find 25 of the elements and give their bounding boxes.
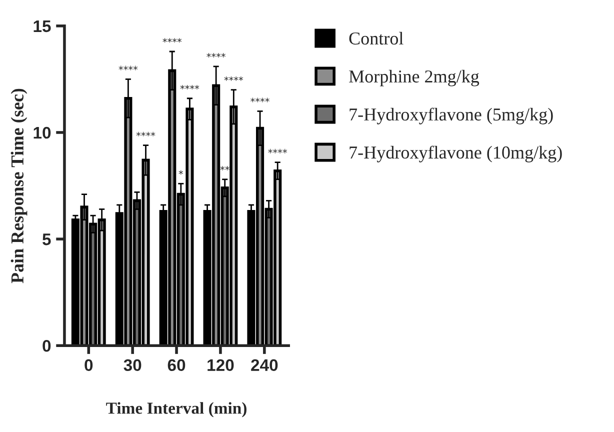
x-axis-title: Time Interval (min)	[106, 402, 246, 418]
data-label: ****	[206, 53, 226, 58]
y-tick-label: 0	[42, 340, 51, 352]
data-label: ****	[136, 132, 156, 136]
data-label: ****	[118, 66, 138, 70]
y-tick-label: 5	[42, 234, 51, 246]
x-tick-label: 0	[84, 359, 93, 372]
data-label: ****	[250, 98, 270, 102]
data-label: ****	[180, 84, 200, 90]
data-label: ****	[224, 76, 244, 81]
x-tick-label: 60	[168, 359, 186, 372]
data-label: **	[220, 166, 230, 170]
data-label: ****	[162, 38, 182, 43]
legend-label: 7-Hydroxyflavone (5mg/kg)	[350, 108, 553, 124]
y-tick-label: 15	[34, 20, 51, 32]
legend-label: Morphine 2mg/kg	[349, 70, 480, 86]
x-tick-label: 120	[208, 359, 234, 372]
data-label: ****	[268, 148, 288, 154]
y-axis-title: Pain Response Time (sec)	[10, 88, 28, 284]
y-tick-label: 10	[34, 126, 51, 139]
legend-label: 7-Hydroxyflavone (10mg/kg)	[350, 146, 562, 162]
legend-label: Control	[349, 32, 404, 45]
x-tick-label: 30	[124, 359, 142, 372]
data-label: *	[178, 170, 184, 175]
x-tick-label: 240	[251, 359, 278, 372]
